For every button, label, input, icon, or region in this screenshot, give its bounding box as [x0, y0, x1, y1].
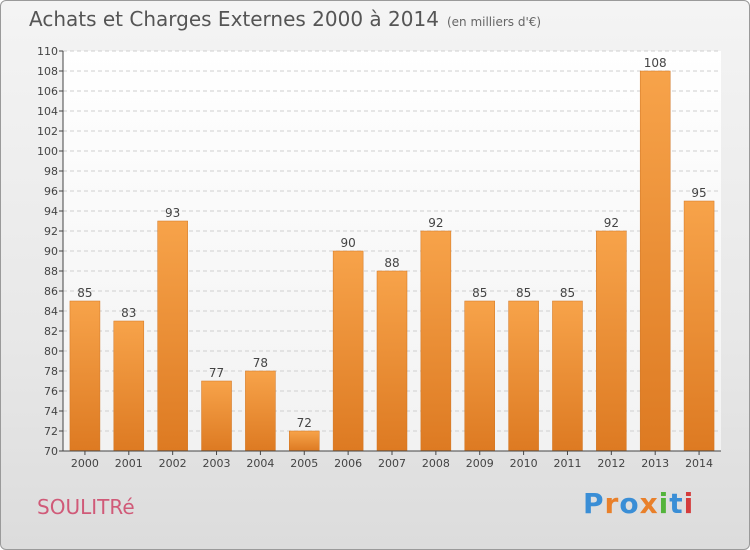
- y-tick-label: 84: [44, 305, 58, 318]
- x-axis-ticks: 2000 2001 2002 2003 2004 2005 2006 2007 2008 2009…: [71, 451, 713, 470]
- x-tick-label: 2010: [510, 457, 538, 470]
- value-label: 90: [340, 236, 355, 250]
- brand-letter: P: [583, 487, 605, 520]
- value-label: 93: [165, 206, 180, 220]
- y-tick-label: 94: [44, 205, 58, 218]
- title-text: Achats et Charges Externes 2000 à 2014: [29, 7, 439, 31]
- value-label: 77: [209, 366, 224, 380]
- x-tick-label: 2009: [466, 457, 494, 470]
- bar-2010: [508, 300, 539, 452]
- x-tick-label: 2006: [334, 457, 362, 470]
- y-tick-label: 98: [44, 165, 58, 178]
- x-tick-label: 2003: [203, 457, 231, 470]
- brand-letter: o: [619, 487, 640, 520]
- bar-2006: [332, 250, 364, 452]
- y-axis-ticks: 70 72 74 76 78 80 82 84 86 88 90 92 94 96 98 100 102 104 1…: [37, 45, 63, 458]
- bar-2004: [245, 370, 276, 452]
- y-tick-label: 90: [44, 245, 58, 258]
- brand-letter: x: [639, 487, 659, 520]
- x-tick-label: 2013: [641, 457, 669, 470]
- bar-2013: [639, 70, 671, 452]
- value-label: 95: [691, 186, 706, 200]
- bar-2008: [420, 230, 452, 452]
- y-tick-label: 100: [37, 145, 58, 158]
- y-tick-label: 102: [37, 125, 58, 138]
- bar-2009: [464, 300, 495, 452]
- value-label: 83: [121, 306, 136, 320]
- y-tick-label: 92: [44, 225, 58, 238]
- y-tick-label: 70: [44, 445, 58, 458]
- value-label: 78: [253, 356, 268, 370]
- bar-2002: [157, 220, 188, 452]
- x-tick-label: 2012: [597, 457, 625, 470]
- bar-2007: [376, 270, 408, 452]
- bar-2000: [69, 300, 101, 452]
- y-tick-label: 106: [37, 85, 58, 98]
- chart-title: Achats et Charges Externes 2000 à 2014 (e…: [29, 7, 541, 31]
- y-tick-label: 86: [44, 285, 58, 298]
- x-tick-label: 2005: [290, 457, 318, 470]
- x-tick-label: 2011: [553, 457, 581, 470]
- x-tick-label: 2004: [246, 457, 274, 470]
- x-tick-label: 2000: [71, 457, 99, 470]
- bar-2011: [552, 300, 583, 452]
- x-tick-label: 2002: [159, 457, 187, 470]
- y-tick-label: 108: [37, 65, 58, 78]
- y-tick-label: 104: [37, 105, 58, 118]
- x-tick-label: 2008: [422, 457, 450, 470]
- value-label: 88: [384, 256, 399, 270]
- y-tick-label: 78: [44, 365, 58, 378]
- y-tick-label: 80: [44, 345, 58, 358]
- value-label: 85: [560, 286, 575, 300]
- y-tick-label: 88: [44, 265, 58, 278]
- brand-logo: Proxiti: [583, 487, 694, 520]
- bar-2001: [113, 320, 145, 452]
- x-tick-label: 2014: [685, 457, 713, 470]
- value-label: 85: [472, 286, 487, 300]
- value-labels: 85 83 93 77 78 72 90 88 92 85 85 85 92 108 95: [77, 56, 706, 430]
- value-label: 85: [77, 286, 92, 300]
- brand-letter: t: [669, 487, 684, 520]
- unit-note: (en milliers d'€): [446, 15, 542, 29]
- value-label: 92: [604, 216, 619, 230]
- bar-2012: [596, 230, 627, 452]
- bar-2003: [201, 380, 232, 452]
- commune-name: SOULITRé: [37, 495, 135, 519]
- bar-2014: [683, 200, 715, 452]
- x-tick-label: 2007: [378, 457, 406, 470]
- y-tick-label: 110: [37, 45, 58, 58]
- y-tick-label: 82: [44, 325, 58, 338]
- brand-letter: i: [683, 487, 695, 520]
- value-label: 92: [428, 216, 443, 230]
- y-tick-label: 72: [44, 425, 58, 438]
- bar-2005: [289, 430, 320, 452]
- value-label: 85: [516, 286, 531, 300]
- value-label: 108: [644, 56, 667, 70]
- brand-letter: i: [658, 487, 670, 520]
- y-tick-label: 96: [44, 185, 58, 198]
- brand-letter: r: [604, 487, 620, 520]
- value-label: 72: [297, 416, 312, 430]
- y-tick-label: 76: [44, 385, 58, 398]
- x-tick-label: 2001: [115, 457, 143, 470]
- y-tick-label: 74: [44, 405, 58, 418]
- bars: [69, 70, 715, 452]
